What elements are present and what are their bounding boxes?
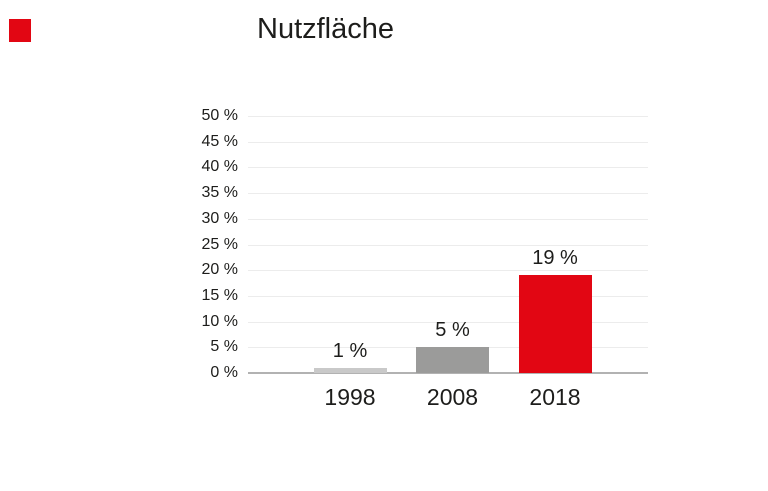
bar-value-label: 1 % bbox=[332, 339, 368, 362]
y-axis-tick-label: 20 % bbox=[201, 261, 238, 279]
x-axis-tick-label: 1998 bbox=[324, 384, 376, 410]
y-axis-tick-label: 50 % bbox=[201, 107, 238, 124]
gridline bbox=[248, 244, 648, 246]
bar-value-label: 19 % bbox=[532, 247, 578, 270]
gridline bbox=[248, 295, 648, 297]
bar bbox=[313, 367, 387, 373]
y-axis-tick-label: 10 % bbox=[201, 312, 238, 330]
bar bbox=[518, 275, 592, 373]
bar bbox=[416, 347, 489, 373]
y-axis-tick-label: 40 % bbox=[201, 158, 238, 176]
gridline bbox=[248, 193, 648, 195]
y-axis-tick-label: 0 % bbox=[210, 364, 238, 381]
x-axis-tick-label: 2018 bbox=[529, 384, 581, 410]
gridline bbox=[248, 141, 648, 143]
gridline bbox=[248, 167, 648, 169]
y-axis-tick-label: 15 % bbox=[201, 286, 238, 304]
gridline bbox=[248, 321, 648, 323]
gridline bbox=[248, 218, 648, 220]
logo-red-square bbox=[9, 19, 31, 42]
bar-value-label: 5 % bbox=[435, 319, 470, 342]
gridline bbox=[248, 116, 648, 117]
y-axis-tick-label: 5 % bbox=[210, 338, 238, 356]
gridline bbox=[248, 270, 648, 272]
y-axis-tick-label: 25 % bbox=[201, 235, 238, 253]
y-axis-tick-label: 35 % bbox=[201, 184, 238, 202]
gridline bbox=[248, 372, 648, 374]
chart-title: Nutzfläche bbox=[257, 13, 395, 45]
y-axis-tick-label: 30 % bbox=[201, 209, 238, 227]
x-axis-tick-label: 2008 bbox=[426, 384, 479, 410]
y-axis-tick-label: 45 % bbox=[201, 132, 238, 150]
